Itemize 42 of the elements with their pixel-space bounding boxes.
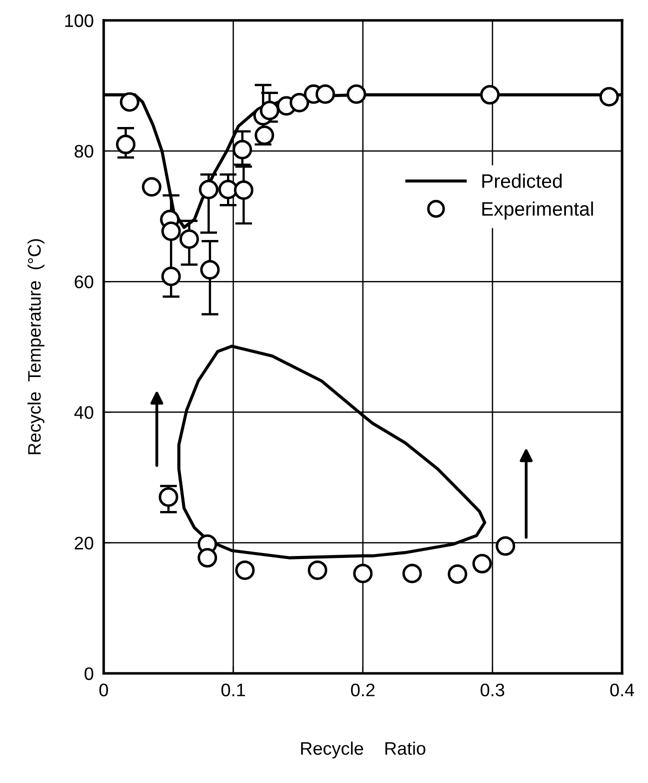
point bbox=[496, 536, 516, 556]
point bbox=[290, 92, 310, 112]
point bbox=[161, 266, 181, 286]
legend-label: Predicted bbox=[482, 174, 562, 188]
point bbox=[480, 85, 500, 105]
point bbox=[116, 134, 136, 154]
y-tick-label: 100 bbox=[65, 14, 94, 28]
y-tick-label: 20 bbox=[74, 536, 94, 550]
x-axis-title: Recycle Ratio bbox=[301, 742, 426, 758]
point bbox=[316, 84, 336, 104]
point bbox=[179, 229, 199, 249]
y-tick-label: 40 bbox=[74, 406, 94, 419]
point bbox=[308, 560, 328, 580]
point bbox=[200, 260, 220, 280]
point bbox=[448, 564, 468, 584]
point bbox=[353, 564, 373, 584]
point bbox=[254, 126, 274, 146]
point bbox=[232, 140, 252, 160]
point bbox=[198, 548, 218, 568]
x-tick-label: 0.2 bbox=[351, 684, 375, 696]
point bbox=[218, 180, 238, 200]
point bbox=[260, 100, 280, 120]
x-tick-label: 0.3 bbox=[480, 684, 504, 696]
point bbox=[235, 560, 255, 580]
y-axis-title: Recycle Temperature (°C) bbox=[28, 239, 44, 454]
x-tick-label: 0.4 bbox=[610, 684, 634, 696]
point bbox=[599, 87, 619, 107]
y-tick-label: 0 bbox=[84, 667, 94, 680]
point bbox=[120, 92, 140, 112]
point bbox=[472, 554, 492, 574]
point bbox=[158, 487, 178, 507]
legend-label: Experimental bbox=[482, 202, 593, 220]
y-tick-label: 60 bbox=[74, 276, 94, 288]
x-tick-label: 0 bbox=[99, 684, 108, 696]
point bbox=[346, 84, 366, 104]
x-tick-label: 0.1 bbox=[221, 684, 245, 696]
point bbox=[234, 180, 254, 200]
point bbox=[402, 564, 422, 584]
point bbox=[142, 177, 162, 197]
y-tick-label: 80 bbox=[74, 144, 94, 158]
point bbox=[161, 222, 181, 242]
point bbox=[198, 180, 218, 200]
